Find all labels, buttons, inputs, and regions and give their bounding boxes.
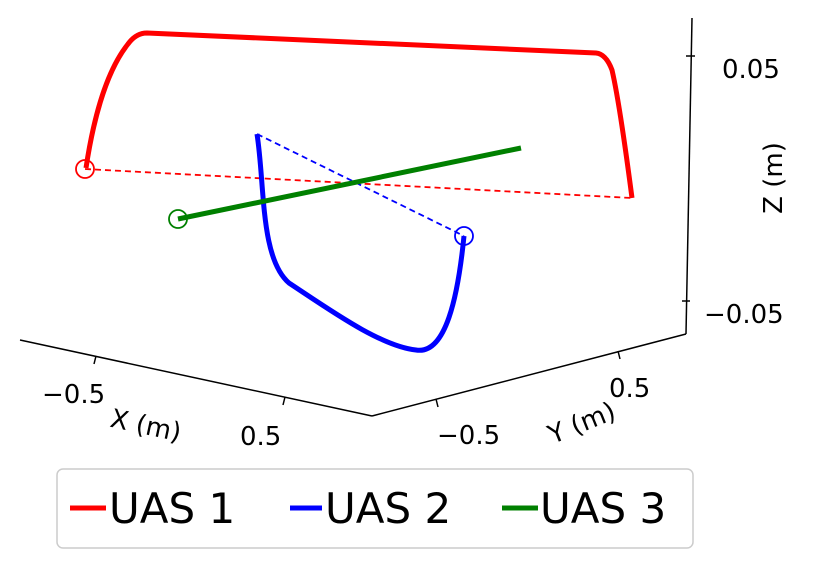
x-tick-mark-1 — [282, 396, 286, 406]
x-axis: −0.5 0.5 X (m) — [19, 339, 373, 452]
uas-3-trajectory-line — [177, 145, 522, 222]
x-tick-mark-0 — [93, 355, 97, 365]
x-axis-line — [19, 339, 373, 417]
series-uas-2 — [254, 133, 474, 353]
uas-3-start-marker — [168, 209, 188, 229]
uas-2-connector-line — [256, 133, 465, 237]
z-axis-line — [685, 17, 693, 335]
z-tick-label-0: 0.05 — [722, 55, 780, 85]
uas-2-trajectory-line — [254, 133, 467, 353]
x-tick-label-0: −0.5 — [42, 380, 105, 410]
uas-1-start-marker — [75, 159, 95, 179]
uas-2-start-marker — [454, 226, 474, 246]
z-tick-label-1: −0.05 — [704, 300, 784, 330]
x-tick-label-1: 0.5 — [240, 422, 281, 452]
y-tick-label-0: −0.5 — [437, 421, 500, 451]
z-axis-title: Z (m) — [759, 142, 789, 214]
series-uas-1 — [75, 30, 635, 199]
uas-1-trajectory-line — [83, 30, 635, 199]
y-tick-label-1: 0.5 — [609, 374, 650, 404]
y-axis-title: Y (m) — [543, 397, 620, 451]
series-uas-3 — [168, 145, 522, 229]
y-tick-mark-1 — [617, 350, 621, 360]
legend-label-uas-3: UAS 3 — [540, 484, 666, 533]
z-axis: 0.05 −0.05 Z (m) — [682, 17, 789, 335]
y-axis-line — [371, 333, 687, 417]
x-axis-title: X (m) — [107, 404, 183, 448]
legend-box — [56, 468, 694, 549]
y-tick-mark-0 — [435, 398, 439, 408]
legend-label-uas-2: UAS 2 — [325, 484, 451, 533]
legend: UAS 1 UAS 2 UAS 3 — [56, 468, 694, 549]
legend-label-uas-1: UAS 1 — [109, 484, 235, 533]
